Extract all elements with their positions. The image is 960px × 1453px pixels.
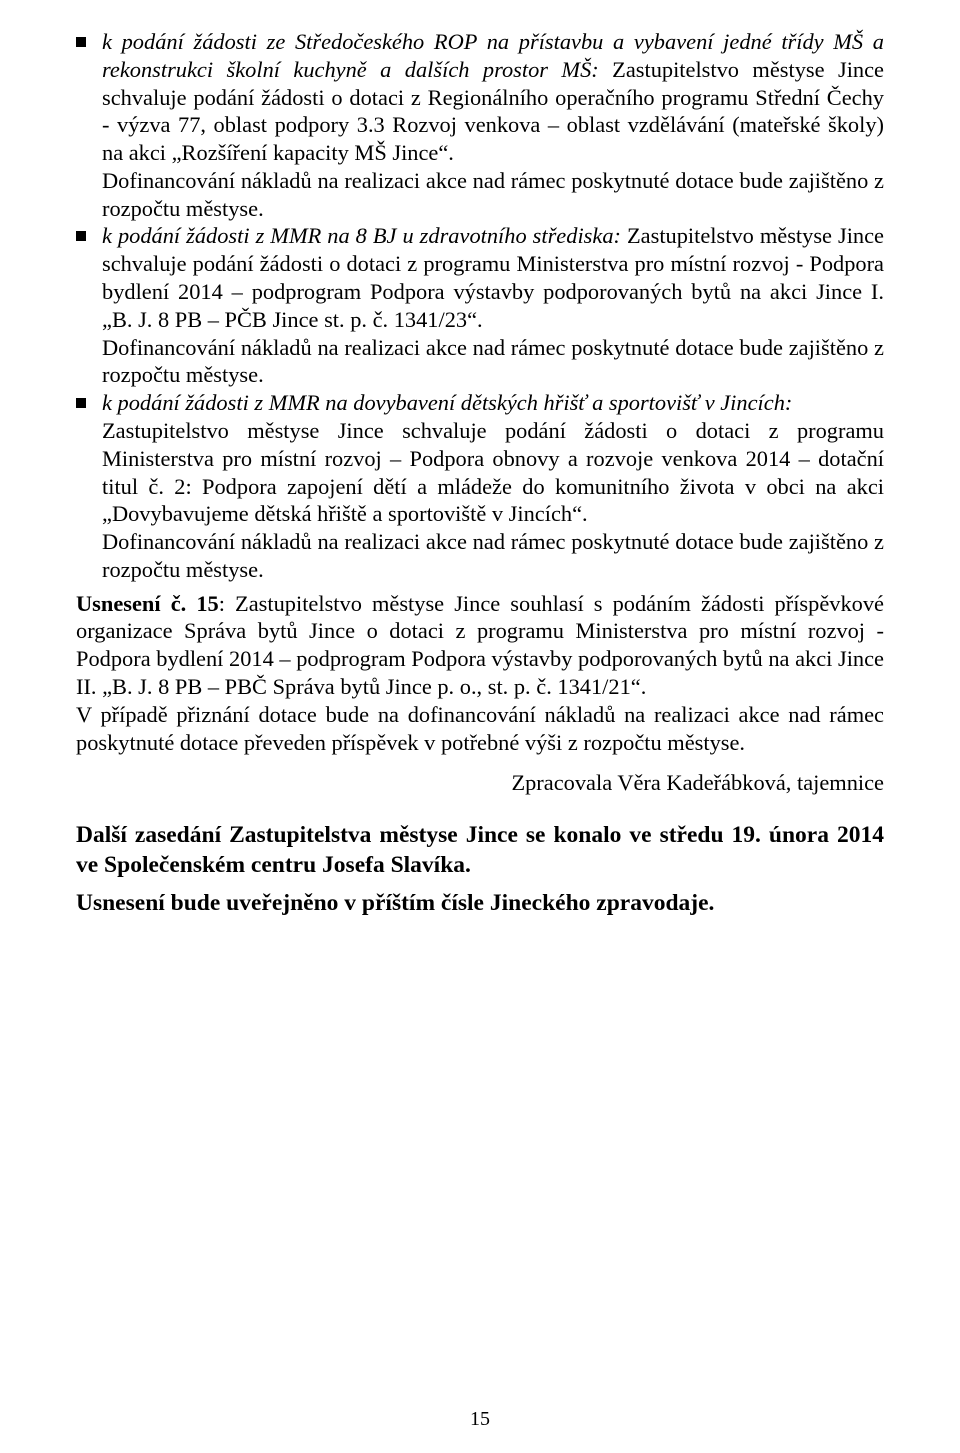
bullet-item: k podání žádosti ze Středočeského ROP na… — [76, 28, 884, 222]
bullet-para2: Dofinancování nákladů na realizaci akce … — [102, 529, 884, 582]
square-bullet-icon — [76, 231, 86, 241]
bullet-item: k podání žádosti z MMR na dovybavení dět… — [76, 389, 884, 583]
usneseni-block: Usnesení č. 15: Zastupitelstvo městyse J… — [76, 590, 884, 757]
square-bullet-icon — [76, 398, 86, 408]
bullet-para2: Dofinancování nákladů na realizaci akce … — [102, 335, 884, 388]
bullet-para2: Dofinancování nákladů na realizaci akce … — [102, 168, 884, 221]
usneseni-para2: V případě přiznání dotace bude na dofina… — [76, 702, 884, 755]
page-number: 15 — [0, 1408, 960, 1431]
usneseni-label: Usnesení č. 15 — [76, 591, 219, 616]
bullet-item: k podání žádosti z MMR na 8 BJ u zdravot… — [76, 222, 884, 389]
bullet-title: k podání žádosti z MMR na dovybavení dět… — [102, 390, 792, 415]
heading-further-meeting: Další zasedání Zastupitelstva městyse Ji… — [76, 820, 884, 880]
bullet-para1: Zastupitelstvo městyse Jince schvaluje p… — [102, 418, 884, 526]
square-bullet-icon — [76, 37, 86, 47]
signature-line: Zpracovala Věra Kadeřábková, tajemnice — [76, 770, 884, 796]
bullet-title: k podání žádosti z MMR na 8 BJ u zdravot… — [102, 223, 621, 248]
heading-usneseni-published: Usnesení bude uveřejněno v příštím čísle… — [76, 888, 884, 918]
